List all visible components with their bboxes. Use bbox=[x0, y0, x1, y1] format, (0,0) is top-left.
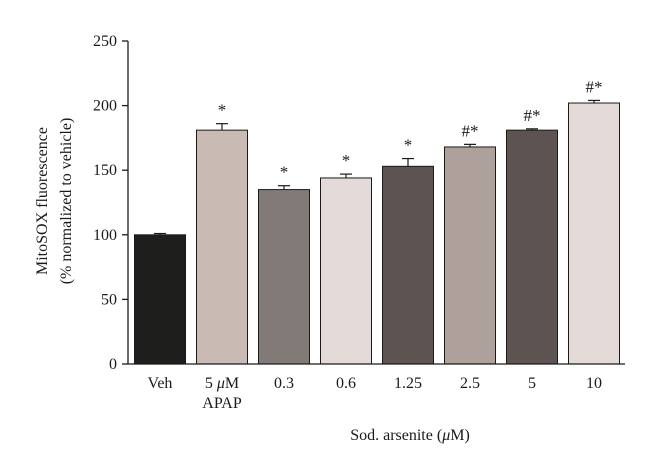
y-tick-label: 250 bbox=[93, 33, 117, 50]
x-tick-label: 10 bbox=[586, 375, 602, 392]
bar bbox=[568, 102, 620, 365]
bar bbox=[320, 177, 372, 365]
significance-label: * bbox=[404, 136, 413, 155]
x-tick-label: 5 bbox=[528, 375, 536, 392]
x-axis: Veh 5 μM APAP 0.3 0.6 1.25 2.5 5 10 bbox=[128, 363, 625, 412]
significance-label: #* bbox=[524, 106, 541, 125]
bar bbox=[382, 165, 434, 365]
x-axis-title-prefix: Sod. arsenite ( bbox=[350, 427, 442, 444]
bar bbox=[258, 189, 310, 365]
y-axis-title-line2: (% normalized to vehicle) bbox=[58, 118, 75, 285]
x-tick-label: 2.5 bbox=[460, 375, 480, 392]
significance-label: * bbox=[280, 163, 289, 182]
bar bbox=[196, 129, 248, 365]
y-axis-title-line1: MitoSOX fluorescence bbox=[34, 127, 51, 275]
significance-label: #* bbox=[462, 121, 479, 140]
x-tick-label: 0.6 bbox=[336, 375, 356, 392]
x-axis-title: Sod. arsenite (μM) bbox=[350, 427, 470, 444]
bars-group: * * * * #* #* #* bbox=[134, 77, 620, 365]
y-tick-label: 0 bbox=[109, 356, 117, 373]
x-tick-label: 1.25 bbox=[394, 375, 422, 392]
y-tick-label: 50 bbox=[101, 291, 117, 308]
bar bbox=[134, 234, 186, 365]
bar bbox=[506, 129, 558, 365]
y-tick-label: 100 bbox=[93, 227, 117, 244]
y-axis: 0 50 100 150 200 250 bbox=[93, 33, 129, 373]
y-tick-label: 150 bbox=[93, 162, 117, 179]
x-tick-label: 0.3 bbox=[274, 375, 294, 392]
bar bbox=[444, 146, 496, 365]
x-tick-label-line2: APAP bbox=[202, 395, 242, 412]
y-tick-label: 200 bbox=[93, 98, 117, 115]
x-axis-title-mu: μ bbox=[441, 427, 450, 444]
x-tick-label: Veh bbox=[148, 375, 173, 392]
significance-label: * bbox=[218, 101, 227, 120]
x-tick-label: 5 μM bbox=[205, 375, 239, 392]
significance-label: * bbox=[342, 151, 351, 170]
x-axis-title-suffix: M) bbox=[450, 427, 470, 444]
significance-label: #* bbox=[586, 77, 603, 96]
